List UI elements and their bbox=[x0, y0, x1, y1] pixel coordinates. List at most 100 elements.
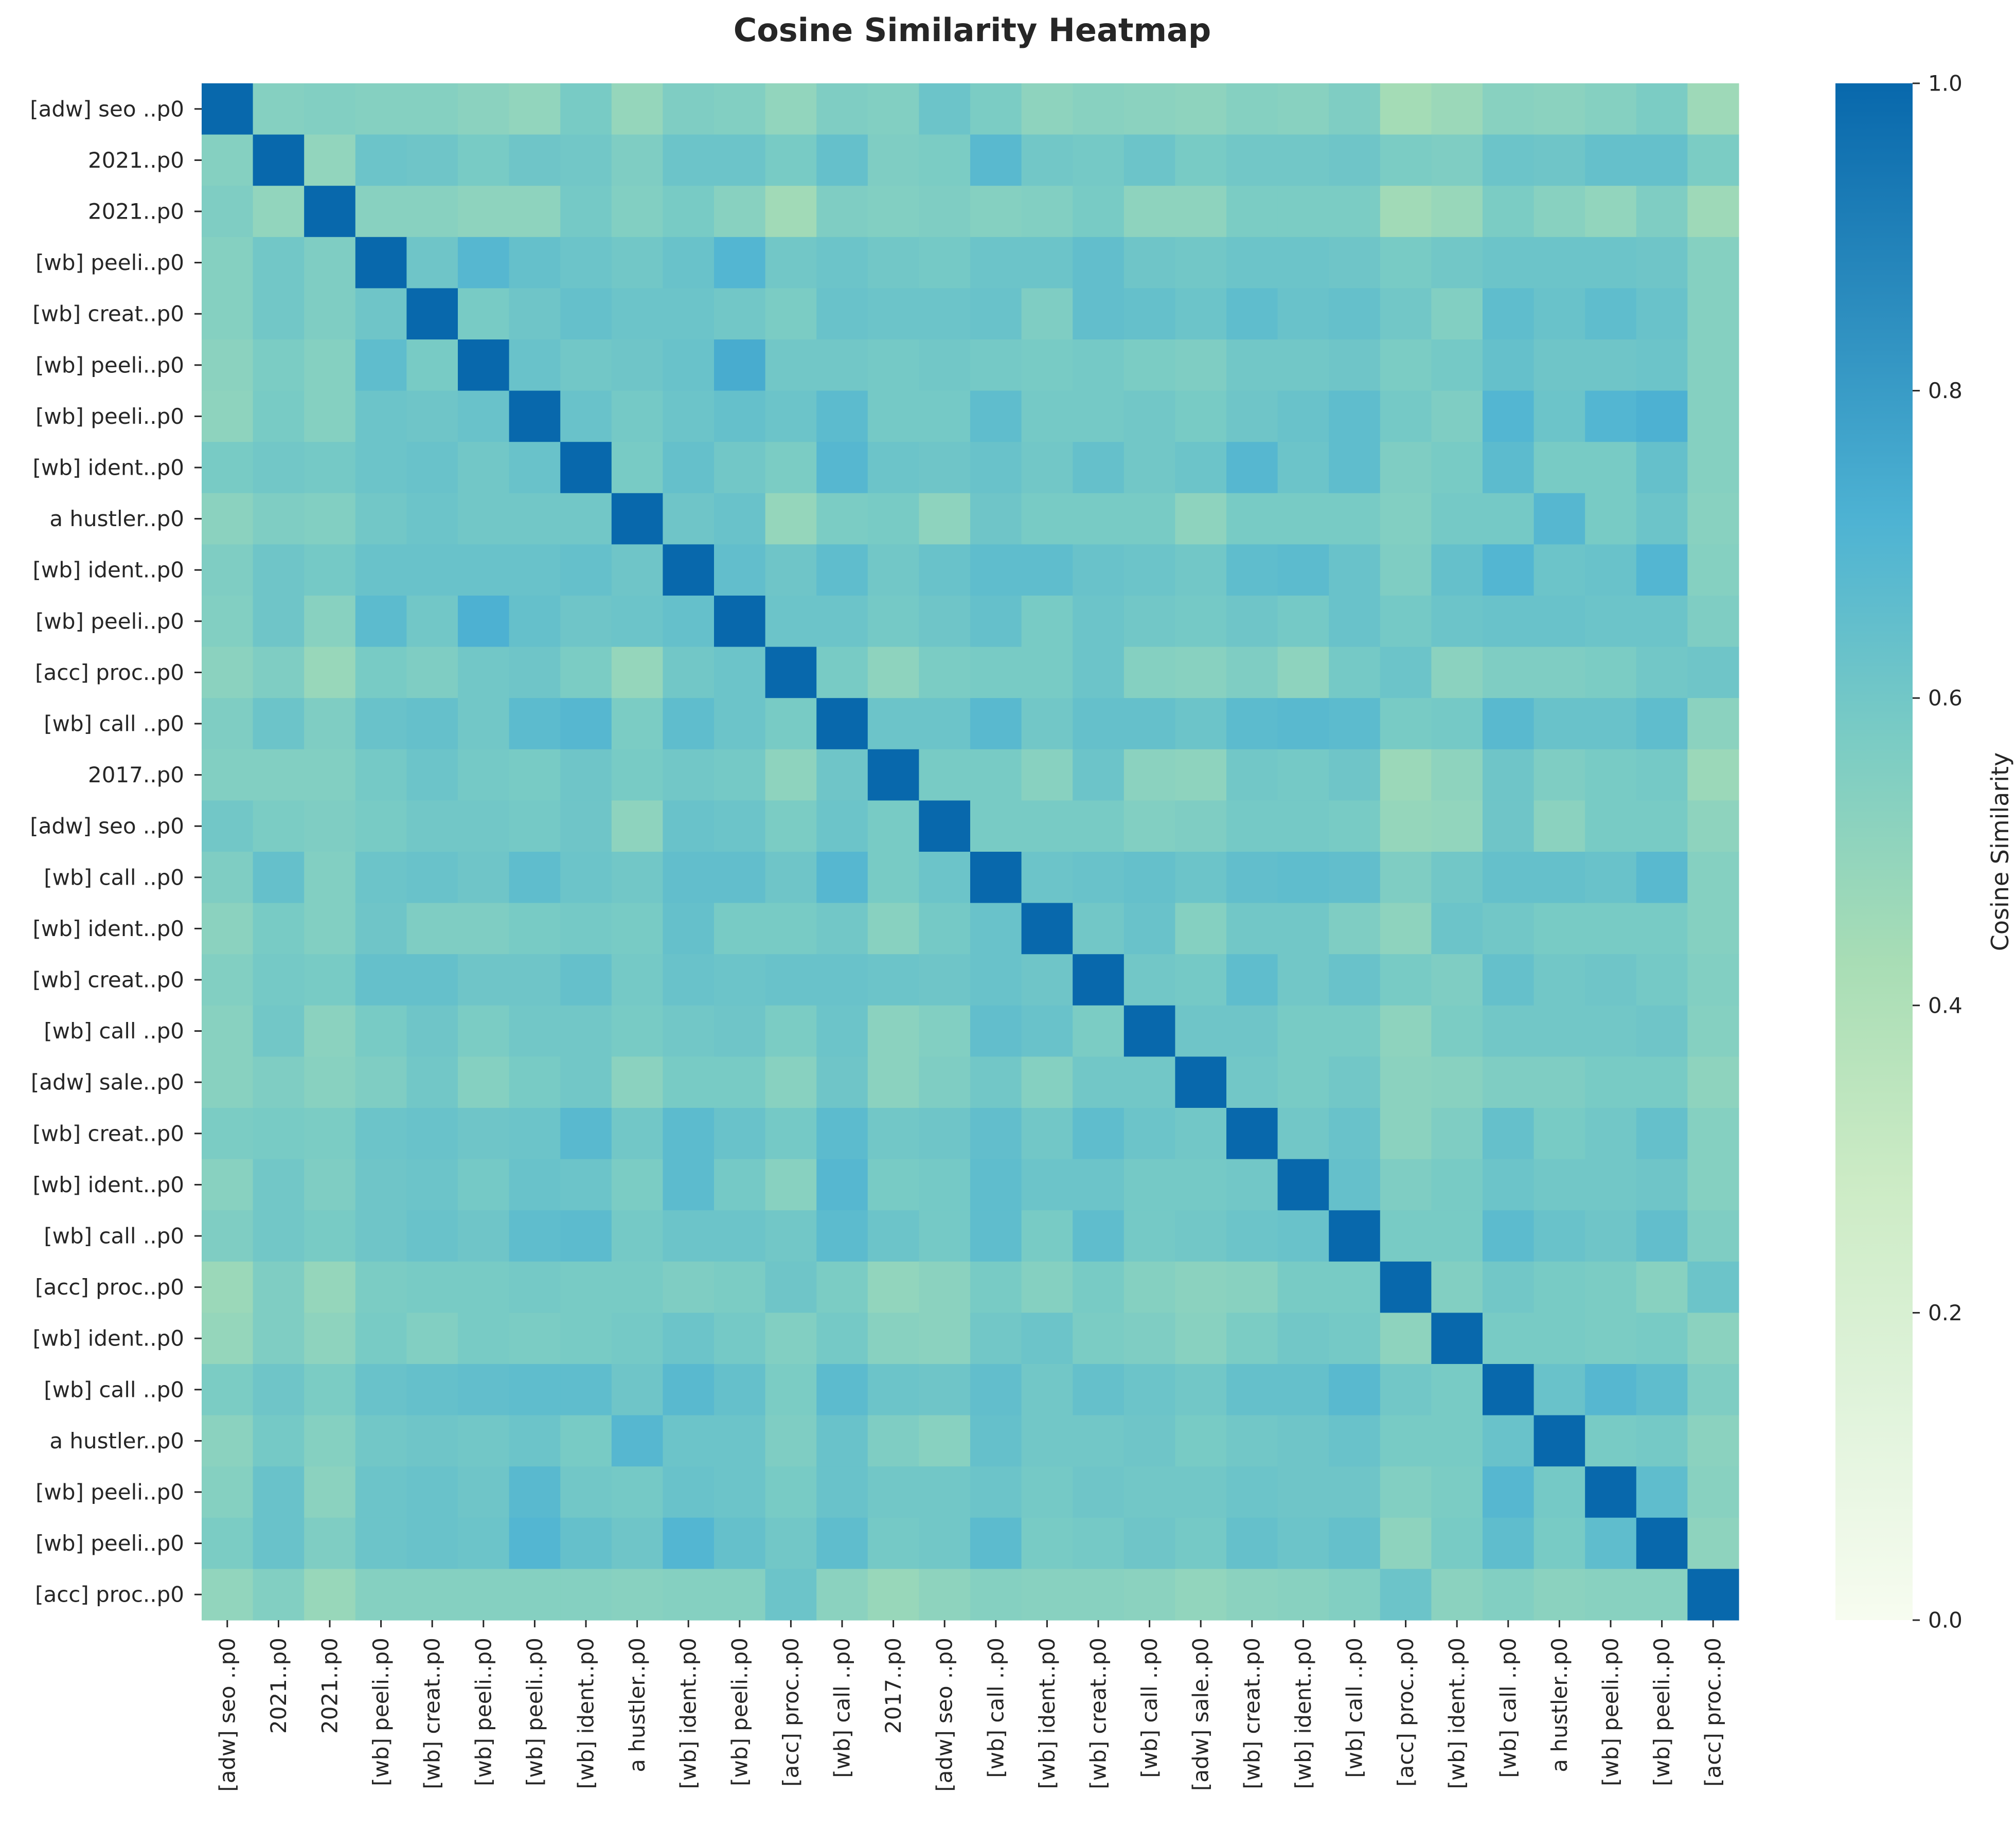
heatmap-cell bbox=[1687, 186, 1739, 238]
heatmap-cell bbox=[816, 1415, 868, 1467]
heatmap-cell bbox=[202, 698, 254, 750]
heatmap-cell bbox=[1585, 1466, 1637, 1518]
heatmap-cell bbox=[1483, 1364, 1535, 1416]
heatmap-cell bbox=[611, 83, 663, 135]
heatmap-cell bbox=[560, 1313, 612, 1365]
heatmap-cell bbox=[560, 186, 612, 238]
heatmap-cell bbox=[355, 800, 407, 852]
heatmap-cell bbox=[509, 83, 561, 135]
heatmap-cell bbox=[714, 1056, 766, 1108]
heatmap-cell bbox=[1226, 1313, 1278, 1365]
heatmap-cell bbox=[304, 954, 356, 1006]
heatmap-cell bbox=[1123, 1313, 1175, 1365]
heatmap-cell bbox=[970, 442, 1022, 494]
heatmap-cell bbox=[970, 339, 1022, 391]
heatmap-cell bbox=[867, 390, 919, 442]
column-label: [wb] peeli..p0 bbox=[1598, 1638, 1623, 1786]
heatmap-cell bbox=[1277, 596, 1329, 648]
heatmap-cell bbox=[611, 1313, 663, 1365]
colorbar-tick-label: 0.4 bbox=[1928, 993, 1963, 1018]
heatmap-cell bbox=[355, 493, 407, 545]
heatmap-cell bbox=[1380, 493, 1432, 545]
heatmap-cell bbox=[458, 698, 510, 750]
heatmap-cell bbox=[1533, 1466, 1585, 1518]
heatmap-cell bbox=[1636, 83, 1688, 135]
heatmap-cell bbox=[1226, 186, 1278, 238]
heatmap-cell bbox=[867, 288, 919, 340]
heatmap-cell bbox=[458, 83, 510, 135]
heatmap-cell bbox=[1226, 493, 1278, 545]
heatmap-cell bbox=[1073, 288, 1125, 340]
heatmap-cell bbox=[1226, 903, 1278, 955]
heatmap-cell bbox=[1329, 647, 1381, 698]
heatmap-cell bbox=[611, 442, 663, 494]
heatmap-cell bbox=[867, 1466, 919, 1518]
heatmap-cell bbox=[406, 1569, 458, 1621]
colorbar-label: Cosine Similarity bbox=[1986, 752, 2014, 952]
heatmap-cell bbox=[1585, 800, 1637, 852]
heatmap-cell bbox=[867, 1261, 919, 1313]
heatmap-cell bbox=[1636, 852, 1688, 904]
heatmap-cell bbox=[1636, 288, 1688, 340]
heatmap-cell bbox=[509, 1313, 561, 1365]
heatmap-cell bbox=[1175, 339, 1227, 391]
heatmap-cell bbox=[611, 852, 663, 904]
heatmap-cell bbox=[1073, 1313, 1125, 1365]
heatmap-cell bbox=[560, 749, 612, 801]
heatmap-cell bbox=[611, 1415, 663, 1467]
heatmap-cell bbox=[509, 800, 561, 852]
heatmap-cell bbox=[1329, 390, 1381, 442]
heatmap-cell bbox=[253, 1261, 305, 1313]
heatmap-cell bbox=[919, 596, 971, 648]
heatmap-cell bbox=[714, 237, 766, 289]
heatmap-cell bbox=[253, 1466, 305, 1518]
heatmap-cell bbox=[1277, 1466, 1329, 1518]
heatmap-cell bbox=[1636, 1108, 1688, 1160]
heatmap-cell bbox=[1431, 493, 1483, 545]
heatmap-cell bbox=[1636, 596, 1688, 648]
heatmap-cell bbox=[509, 390, 561, 442]
heatmap-cell bbox=[355, 134, 407, 186]
heatmap-cell bbox=[663, 1261, 715, 1313]
heatmap-cell bbox=[509, 1210, 561, 1262]
heatmap-cell bbox=[1226, 647, 1278, 698]
row-label: [wb] ident..p0 bbox=[33, 916, 184, 941]
heatmap-cell bbox=[1021, 596, 1073, 648]
heatmap-cell bbox=[406, 237, 458, 289]
heatmap-cell bbox=[1533, 186, 1585, 238]
heatmap-cell bbox=[1175, 1364, 1227, 1416]
heatmap-cell bbox=[1687, 596, 1739, 648]
heatmap-cell bbox=[970, 134, 1022, 186]
heatmap-cell bbox=[1329, 83, 1381, 135]
heatmap-cell bbox=[663, 647, 715, 698]
heatmap-cell bbox=[714, 647, 766, 698]
heatmap-cell bbox=[970, 954, 1022, 1006]
heatmap-cell bbox=[714, 800, 766, 852]
heatmap-cell bbox=[1483, 800, 1535, 852]
heatmap-cell bbox=[970, 1364, 1022, 1416]
heatmap-cell bbox=[816, 800, 868, 852]
heatmap-cell bbox=[663, 1517, 715, 1569]
heatmap-cell bbox=[1483, 1261, 1535, 1313]
heatmap-cell bbox=[1585, 288, 1637, 340]
heatmap-cell bbox=[1687, 698, 1739, 750]
heatmap-cell bbox=[867, 1005, 919, 1057]
heatmap-cell bbox=[509, 237, 561, 289]
heatmap-cell bbox=[919, 134, 971, 186]
heatmap-cell bbox=[970, 647, 1022, 698]
heatmap-cell bbox=[1277, 1159, 1329, 1211]
heatmap-cell bbox=[970, 698, 1022, 750]
heatmap-cell bbox=[816, 1159, 868, 1211]
heatmap-cell bbox=[765, 83, 817, 135]
heatmap-cell bbox=[919, 1466, 971, 1518]
column-label: [wb] call ..p0 bbox=[830, 1638, 855, 1778]
heatmap-cell bbox=[202, 1517, 254, 1569]
heatmap-cell bbox=[1021, 134, 1073, 186]
heatmap-cell bbox=[970, 1056, 1022, 1108]
heatmap-cell bbox=[1431, 186, 1483, 238]
heatmap-cell bbox=[509, 493, 561, 545]
heatmap-cell bbox=[1123, 698, 1175, 750]
heatmap-cell bbox=[663, 1569, 715, 1621]
heatmap-cell bbox=[1175, 1210, 1227, 1262]
heatmap-cell bbox=[663, 903, 715, 955]
